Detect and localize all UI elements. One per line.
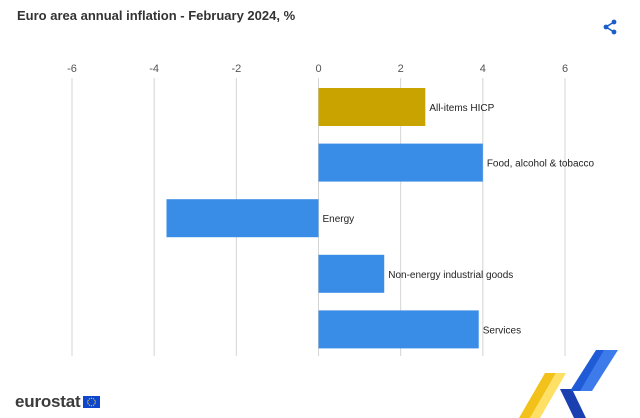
- bar: [318, 254, 385, 293]
- x-tick-label: -6: [67, 63, 77, 75]
- decorative-stripes: [519, 350, 618, 418]
- x-tick-label: -2: [231, 63, 241, 75]
- x-tick-label: 2: [398, 63, 404, 75]
- x-tick-label: 0: [315, 63, 321, 75]
- bar-label: Non-energy industrial goods: [388, 270, 513, 281]
- bar-label: Services: [483, 325, 521, 336]
- bar-label: All-items HICP: [429, 103, 494, 114]
- eu-flag-icon: [83, 396, 101, 408]
- x-tick-label: 6: [562, 63, 568, 75]
- bar: [318, 88, 426, 126]
- logo-text: eurostat: [15, 392, 81, 411]
- bar: [318, 143, 483, 182]
- eurostat-logo: eurostat: [15, 392, 101, 412]
- bar: [318, 310, 479, 349]
- bar-label: Food, alcohol & tobacco: [487, 159, 595, 170]
- chart-title: Euro area annual inflation - February 20…: [17, 8, 296, 23]
- share-icon[interactable]: [601, 18, 619, 36]
- x-tick-label: -4: [149, 63, 159, 75]
- x-tick-label: 4: [480, 63, 486, 75]
- bar-label: Energy: [323, 214, 355, 225]
- bar: [166, 199, 319, 238]
